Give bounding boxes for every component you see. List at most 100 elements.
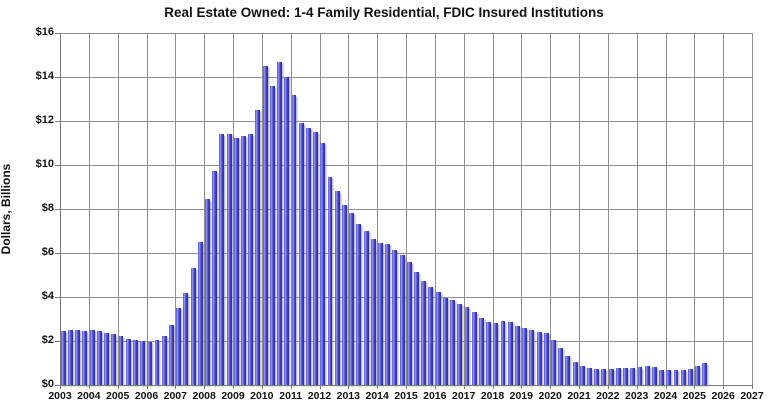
bar-2022-q3: [623, 368, 628, 385]
gridline-vertical: [434, 33, 436, 385]
gridline-vertical: [88, 33, 90, 385]
bar-2012-q2: [327, 177, 333, 385]
gridline-vertical: [290, 33, 292, 385]
bar-2011-q3: [305, 127, 311, 385]
x-axis-tick: [88, 385, 90, 389]
gridline-vertical: [377, 33, 379, 385]
x-tick-label: 2026: [711, 390, 735, 402]
y-tick-label: $14: [35, 70, 54, 82]
bar-2013-q3: [363, 231, 369, 385]
x-tick-label: 2017: [452, 390, 476, 402]
bar-2010-q4: [284, 77, 290, 385]
gridline-vertical: [463, 33, 465, 385]
x-tick-label: 2013: [336, 390, 360, 402]
x-axis-tick: [607, 385, 609, 389]
x-tick-label: 2025: [682, 390, 706, 402]
y-axis-tick: [55, 297, 60, 298]
y-axis-tick: [55, 209, 60, 210]
x-tick-label: 2023: [625, 390, 649, 402]
bar-2005-q3: [132, 339, 138, 385]
bar-2012-q1: [320, 143, 326, 385]
gridline-vertical: [665, 33, 667, 385]
bar-2022-q1: [608, 369, 614, 385]
gridline-vertical: [752, 33, 753, 385]
bar-2003-q3: [75, 330, 81, 385]
bar-2009-q2: [241, 136, 246, 385]
bar-2006-q3: [161, 335, 167, 385]
x-tick-label: 2018: [480, 390, 505, 402]
bar-2010-q2: [269, 85, 275, 385]
x-axis-tick: [146, 385, 148, 389]
bar-2004-q1: [89, 330, 95, 385]
y-tick-label: $6: [41, 246, 54, 258]
x-axis-tick: [175, 385, 177, 389]
y-tick-label: $2: [41, 334, 54, 346]
x-tick-label: 2015: [394, 390, 418, 402]
bar-2025-q2: [702, 363, 708, 385]
bar-2016-q2: [442, 298, 448, 385]
gridline-vertical: [550, 33, 552, 385]
bar-2018-q2: [500, 321, 506, 385]
gridline-vertical: [521, 33, 523, 385]
bar-2011-q1: [291, 94, 297, 385]
bar-2008-q4: [226, 134, 232, 385]
gridline-vertical: [607, 33, 609, 385]
x-axis-tick: [492, 385, 494, 389]
x-axis-tick: [665, 385, 667, 389]
x-tick-label: 2021: [567, 390, 591, 402]
bar-2008-q3: [219, 134, 225, 385]
bar-2003-q2: [68, 330, 73, 385]
x-tick-label: 2010: [250, 390, 274, 402]
bar-2007-q3: [190, 268, 196, 385]
bar-2008-q2: [212, 170, 218, 385]
bar-2006-q1: [147, 342, 153, 385]
y-tick-label: $16: [35, 26, 54, 38]
bar-2020-q1: [551, 339, 556, 385]
bar-2004-q2: [96, 331, 102, 385]
x-axis-tick: [434, 385, 436, 389]
x-axis-tick: [463, 385, 465, 389]
x-tick-label: 2019: [509, 390, 533, 402]
bar-2017-q3: [478, 317, 484, 385]
y-axis-tick: [55, 253, 60, 254]
bar-2009-q1: [233, 137, 239, 385]
bar-2003-q4: [82, 331, 88, 385]
bar-2009-q4: [255, 110, 261, 385]
x-tick-label: 2024: [653, 390, 678, 402]
bar-2014-q2: [385, 244, 391, 385]
x-axis-tick: [117, 385, 119, 389]
bar-2021-q2: [587, 368, 592, 385]
bar-2014-q3: [392, 249, 398, 385]
y-axis-line: [60, 33, 61, 385]
y-axis-tick: [55, 121, 60, 122]
x-axis-tick: [550, 385, 552, 389]
gridline-vertical: [117, 33, 119, 385]
y-axis-tick: [55, 341, 60, 342]
bar-2018-q3: [507, 322, 513, 385]
gridline-vertical: [406, 33, 407, 385]
x-tick-label: 2027: [740, 390, 764, 402]
x-axis-tick: [521, 385, 523, 389]
bar-2024-q3: [680, 369, 686, 385]
bar-2010-q3: [277, 61, 282, 385]
gridline-vertical: [233, 33, 234, 385]
x-tick-label: 2007: [163, 390, 187, 402]
bar-2014-q1: [378, 243, 383, 385]
bar-2019-q4: [543, 333, 549, 385]
bar-2016-q3: [450, 300, 455, 385]
x-axis-tick: [377, 385, 379, 389]
bar-2024-q4: [687, 368, 693, 385]
bar-2012-q3: [334, 191, 340, 385]
gridline-vertical: [348, 33, 350, 385]
bar-2024-q2: [673, 370, 679, 385]
x-axis-tick: [723, 385, 725, 389]
x-tick-label: 2020: [538, 390, 562, 402]
bar-2004-q3: [104, 333, 109, 385]
bar-2015-q1: [406, 261, 412, 385]
gridline-vertical: [723, 33, 725, 385]
x-axis-tick: [636, 385, 638, 389]
x-axis-tick: [261, 385, 263, 389]
gridline-vertical: [204, 33, 206, 385]
bar-2005-q4: [140, 341, 146, 385]
